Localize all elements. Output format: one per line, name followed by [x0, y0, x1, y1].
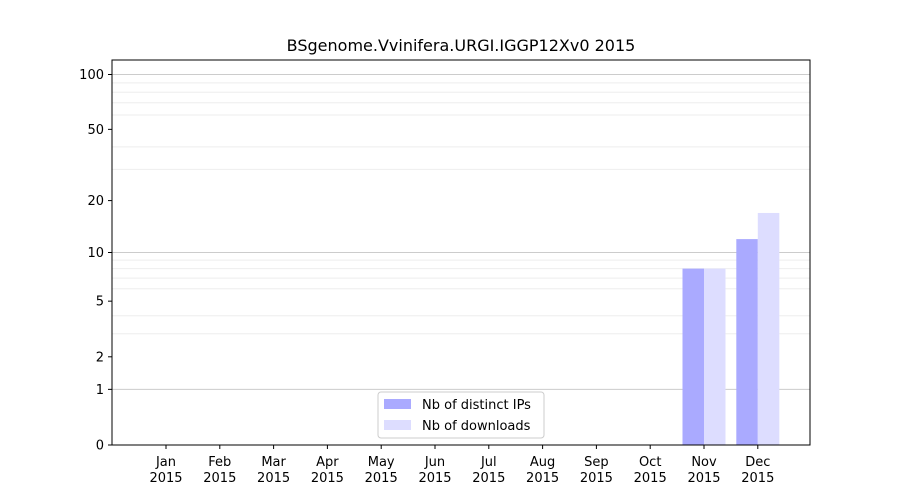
y-tick-label: 1: [96, 383, 104, 398]
x-tick-label: Jan 2015: [149, 455, 182, 486]
bar-downloads: [757, 212, 780, 445]
legend-swatch: [384, 420, 411, 430]
x-tick-label: Jun 2015: [418, 455, 451, 486]
x-tick-label: Apr 2015: [311, 455, 344, 486]
y-tick-label: 2: [96, 350, 104, 365]
y-axis: 0 1 2 5 10 20 50 100: [79, 68, 112, 454]
x-tick-label: Feb 2015: [203, 455, 236, 486]
x-tick-label: Dec 2015: [741, 455, 774, 486]
x-axis: Jan 2015 Feb 2015 Mar 2015 Apr 2015 May 2015 Jun 20…: [149, 445, 774, 486]
bar-distinct-ips: [736, 239, 758, 445]
grid: [112, 74, 810, 390]
y-tick-label: 5: [96, 295, 104, 310]
y-tick-label: 10: [87, 246, 104, 261]
x-tick-label: Mar 2015: [257, 455, 290, 486]
legend: Nb of distinct IPs Nb of downloads: [377, 391, 545, 439]
y-tick-label: 100: [79, 68, 104, 83]
y-tick-label: 20: [87, 194, 104, 209]
x-tick-label: Jul 2015: [472, 455, 505, 486]
bar-distinct-ips: [682, 268, 704, 445]
x-tick-label: Oct 2015: [634, 455, 667, 486]
legend-box: [377, 391, 545, 439]
bar-downloads: [704, 268, 726, 445]
y-tick-label: 50: [87, 123, 104, 138]
bars: [682, 212, 780, 445]
x-tick-label: Aug 2015: [526, 455, 559, 486]
x-tick-label: Sep 2015: [580, 455, 613, 486]
legend-swatch: [384, 399, 411, 409]
legend-label: Nb of distinct IPs: [422, 398, 531, 413]
legend-label: Nb of downloads: [422, 419, 531, 434]
x-tick-label: May 2015: [365, 455, 398, 486]
y-tick-label: 0: [96, 439, 104, 454]
x-tick-label: Nov 2015: [687, 455, 720, 486]
chart-title: BSgenome.Vvinifera.URGI.IGGP12Xv0 2015: [287, 36, 636, 55]
